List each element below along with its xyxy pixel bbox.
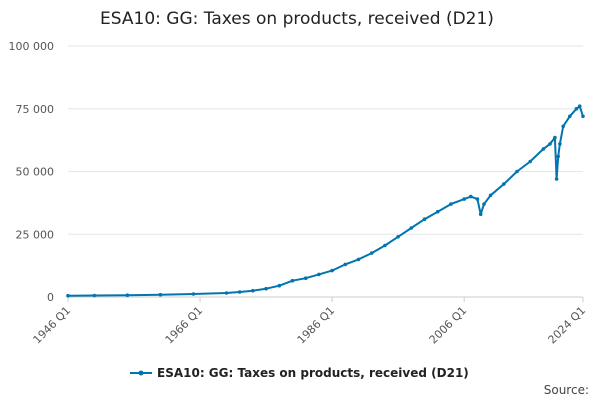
x-tick-label: 1946 Q1 [31,304,74,347]
data-point[interactable] [462,197,467,201]
series-line[interactable] [67,105,584,297]
data-point[interactable] [541,147,546,151]
source-label: Source: [544,383,589,397]
y-tick-label: 25 000 [16,228,55,241]
data-point[interactable] [277,283,282,288]
y-axis-ticks: 0 25 000 50 000 75 000 100 000 [9,40,55,304]
data-point[interactable] [488,193,493,198]
x-axis-ticks: 1946 Q1 1966 Q1 1986 Q1 2006 Q1 2024 Q1 [31,297,589,347]
data-point[interactable] [478,212,483,216]
data-point[interactable] [251,288,255,293]
data-point[interactable] [581,114,585,119]
legend-label: ESA10: GG: Taxes on products, received (… [157,366,469,380]
data-point[interactable] [556,154,560,159]
data-point[interactable] [554,177,559,181]
data-point[interactable] [237,290,242,294]
data-point[interactable] [449,202,453,206]
data-point[interactable] [482,202,486,206]
x-tick-label: 2006 Q1 [427,304,470,347]
data-point[interactable] [383,243,387,248]
data-point[interactable] [264,286,268,291]
data-point[interactable] [469,194,473,199]
x-tick-label: 2024 Q1 [546,304,589,347]
data-point[interactable] [422,217,427,221]
data-point[interactable] [369,251,374,255]
gridlines [68,45,583,235]
data-point[interactable] [356,257,361,262]
data-point[interactable] [224,291,229,295]
data-point[interactable] [303,276,308,281]
data-point[interactable] [515,169,519,174]
data-point[interactable] [66,293,70,298]
data-point[interactable] [92,293,97,298]
legend-swatch-marker [138,370,144,376]
data-point[interactable] [158,292,163,297]
y-tick-label: 75 000 [16,103,55,116]
data-point[interactable] [125,293,130,298]
data-point[interactable] [574,107,579,111]
y-tick-label: 0 [47,291,54,304]
x-tick-label: 1966 Q1 [163,304,206,347]
data-point[interactable] [558,142,562,146]
legend[interactable]: ESA10: GG: Taxes on products, received (… [130,366,469,380]
data-point[interactable] [396,235,400,239]
data-point[interactable] [435,209,440,214]
data-point[interactable] [409,226,414,230]
data-point[interactable] [290,278,295,283]
data-point[interactable] [502,182,506,186]
data-point[interactable] [475,197,480,201]
y-tick-label: 100 000 [9,40,55,53]
data-point[interactable] [330,268,334,273]
data-point[interactable] [528,159,532,164]
data-point[interactable] [343,262,348,267]
data-point[interactable] [561,124,565,129]
data-point[interactable] [568,114,572,119]
series-layer [66,104,585,298]
chart-title: ESA10: GG: Taxes on products, received (… [100,9,494,29]
data-point[interactable] [577,104,582,108]
data-point[interactable] [191,292,196,296]
data-point[interactable] [317,272,321,277]
x-tick-label: 1986 Q1 [295,304,338,347]
data-point[interactable] [548,142,552,146]
data-point[interactable] [553,135,557,140]
y-tick-label: 50 000 [16,166,55,179]
